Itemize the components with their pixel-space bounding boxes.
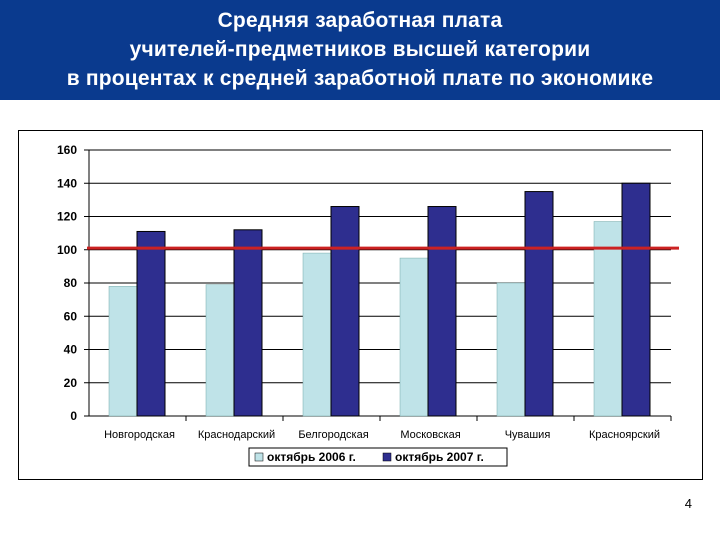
category-label: Красноярский	[589, 429, 660, 441]
y-tick-label: 140	[57, 176, 77, 190]
y-tick-label: 40	[64, 343, 78, 357]
bar-2007	[524, 191, 554, 417]
y-tick-label: 20	[64, 376, 78, 390]
bar-2007	[427, 206, 457, 417]
legend-box	[248, 447, 508, 467]
page-number: 4	[684, 496, 692, 511]
bar-2007	[621, 182, 651, 417]
legend-swatch-2007	[382, 452, 392, 462]
bar-2007	[136, 230, 166, 417]
y-tick-label: 160	[57, 143, 77, 157]
category-label: Белгородская	[298, 429, 368, 441]
title-line-1: Средняя заработная плата	[217, 9, 503, 32]
legend-label-2007: октябрь 2007 г.	[395, 450, 484, 464]
title-line-3: в процентах к средней заработной плате п…	[66, 67, 654, 90]
slide-title-banner: Средняя заработная плата учителей-предме…	[0, 0, 720, 100]
category-label: Московская	[400, 429, 460, 441]
bar-2006	[399, 257, 429, 417]
bar-2006	[205, 284, 235, 417]
bar-2006	[302, 252, 332, 417]
legend-swatch-2006	[254, 452, 264, 462]
title-line-2: учителей-предметников высшей категории	[129, 38, 591, 61]
bar-2006	[593, 221, 623, 417]
y-tick-label: 100	[57, 243, 77, 257]
y-tick-label: 80	[64, 276, 78, 290]
y-tick-label: 60	[64, 309, 78, 323]
category-label: Новгородская	[104, 429, 175, 441]
bar-2007	[233, 229, 263, 417]
chart-frame: 0 20 40 60 80 100 120 140 160 Новгородская Краснод…	[18, 130, 703, 480]
y-tick-label: 0	[70, 409, 77, 423]
bar-2006	[108, 286, 138, 417]
legend-label-2006: октябрь 2006 г.	[267, 450, 356, 464]
y-tick-label: 120	[57, 210, 77, 224]
bar-2007	[330, 206, 360, 417]
category-label: Краснодарский	[198, 429, 275, 441]
category-label: Чувашия	[505, 429, 551, 441]
bar-2006	[496, 282, 526, 417]
bar-chart: 0 20 40 60 80 100 120 140 160 Новгородская Краснод…	[57, 143, 679, 467]
